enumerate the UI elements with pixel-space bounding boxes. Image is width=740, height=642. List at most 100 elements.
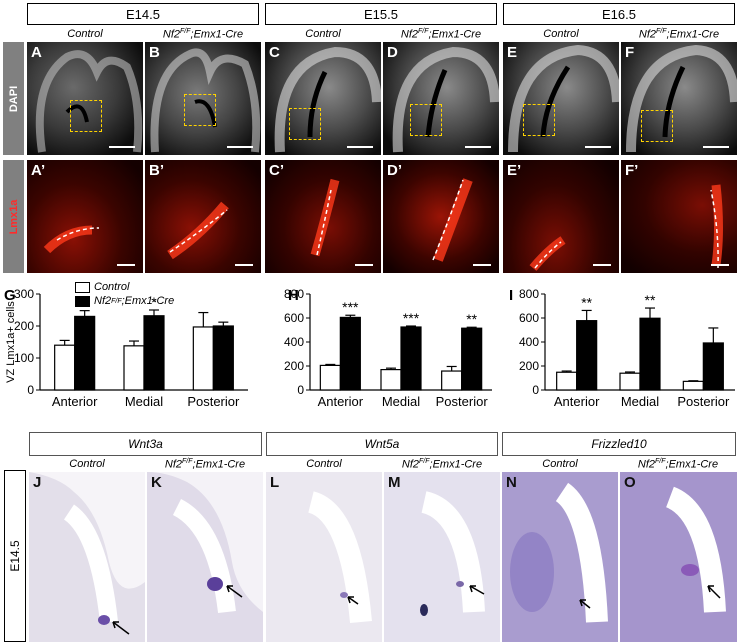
brain-section-c (274, 46, 381, 153)
roi-box-a (70, 100, 102, 132)
panel-label-b: B (149, 44, 160, 61)
panel-k-insitu: K (147, 472, 263, 642)
lmx1a-stain-c-prime (310, 178, 340, 257)
lmx1a-stain-f-prime (710, 184, 723, 269)
bar-i-medial-mutant (639, 317, 661, 391)
legend-item-mutant: Nf2 F/F ;Emx1-Cre (75, 294, 174, 308)
x-tick-label-h-anterior: Anterior (318, 394, 364, 409)
y-tick-label-i-0: 0 (532, 383, 539, 397)
y-tick-label-h-200: 200 (284, 359, 304, 373)
panel-e-prime-lmx1a: E’ (503, 160, 619, 273)
panel-e-dapi: E (503, 42, 619, 155)
condition-control-6: Control (542, 458, 578, 470)
brain-section-f (626, 44, 737, 153)
significance-h-anterior: *** (342, 299, 359, 315)
panel-label-b-prime: B’ (149, 162, 164, 179)
panel-a-dapi: A (27, 42, 143, 155)
bar-h-posterior-mutant (461, 327, 483, 391)
condition-mutant-1: Nf2F/F;Emx1-Cre (162, 28, 244, 41)
panel-f-prime-lmx1a: F’ (621, 160, 737, 273)
scale-bar-e (585, 146, 611, 148)
x-tick-label-i-posterior: Posterior (677, 394, 730, 409)
significance-g-anterior: * (82, 295, 88, 311)
roi-box-d (410, 104, 442, 136)
brain-section-a (35, 50, 143, 153)
panel-label-d-prime: D’ (387, 162, 402, 179)
significance-i-anterior: ** (581, 294, 592, 310)
panel-label-c-prime: C’ (269, 162, 284, 179)
panel-j-insitu: J (29, 472, 145, 642)
scale-bar-c (347, 146, 373, 148)
age-header-e14-5: E14.5 (27, 3, 259, 25)
panel-label-e: E (507, 44, 518, 61)
legend-swatch-mutant (75, 295, 90, 307)
bar-g-posterior-mutant (212, 325, 234, 391)
x-tick-label-g-posterior: Posterior (187, 394, 240, 409)
scale-bar-d-prime (473, 264, 491, 266)
x-tick-label-h-medial: Medial (382, 394, 420, 409)
panel-c-dapi: C (265, 42, 381, 155)
panel-label-o: O (624, 474, 636, 491)
condition-mutant-5: Nf2F/F;Emx1-Cre (401, 458, 483, 471)
lmx1a-stain-e-prime (529, 236, 566, 271)
y-tick-label-i-200: 200 (519, 359, 539, 373)
panel-o-insitu: O (620, 472, 737, 642)
brain-section-b (150, 48, 261, 153)
age-header-e16-5: E16.5 (503, 3, 735, 25)
y-tick-label-i-400: 400 (519, 335, 539, 349)
panel-n-insitu: N (502, 472, 618, 642)
panel-label-j: J (33, 474, 42, 491)
significance-h-posterior: ** (466, 311, 477, 327)
roi-box-e (523, 104, 555, 136)
panel-d-prime-lmx1a: D’ (383, 160, 499, 273)
x-tick-label-i-medial: Medial (621, 394, 659, 409)
y-tick-label-g-200: 200 (14, 319, 34, 333)
panel-a-prime-lmx1a: A’ (27, 160, 143, 273)
y-tick-label-h-600: 600 (284, 311, 304, 325)
panel-m-insitu: M (384, 472, 500, 642)
panel-label-a: A (31, 44, 42, 61)
gene-header-wnt3a: Wnt3a (29, 432, 262, 456)
brain-section-e (508, 44, 619, 153)
insitu-section-o (620, 472, 737, 642)
graph-label-h: H (288, 287, 299, 304)
x-tick-label-h-posterior: Posterior (436, 394, 489, 409)
panel-label-l: L (270, 474, 280, 491)
roi-box-f (641, 110, 673, 142)
condition-mutant-2: Nf2F/F;Emx1-Cre (400, 28, 482, 41)
gene-header-frizzled10: Frizzled10 (502, 432, 736, 456)
bar-h-posterior-control (441, 370, 463, 391)
bar-i-anterior-mutant (576, 320, 598, 391)
roi-box-b (184, 94, 216, 126)
condition-mutant-4: Nf2F/F;Emx1-Cre (164, 458, 246, 471)
age-header-e15-5: E15.5 (265, 3, 497, 25)
condition-control-2: Control (305, 28, 341, 40)
graph-label-g: G (4, 287, 16, 304)
lmx1a-stain-d-prime (432, 178, 473, 262)
roi-box-c (289, 108, 321, 140)
scale-bar-b-prime (235, 264, 253, 266)
panel-label-c: C (269, 44, 280, 61)
significance-g-medial: * (151, 294, 157, 310)
y-tick-label-i-600: 600 (519, 311, 539, 325)
condition-control-4: Control (69, 458, 105, 470)
significance-h-medial: *** (403, 310, 420, 326)
panel-label-f-prime: F’ (625, 162, 639, 179)
y-tick-label-g-0: 0 (27, 383, 34, 397)
panel-b-prime-lmx1a: B’ (145, 160, 261, 273)
insitu-section-k (147, 472, 263, 642)
y-tick-label-h-0: 0 (297, 383, 304, 397)
bar-g-posterior-control (192, 326, 214, 391)
y-tick-label-h-800: 800 (284, 287, 304, 301)
bar-i-posterior-control (682, 380, 704, 391)
scale-bar-e-prime (593, 264, 611, 266)
insitu-section-l (266, 472, 382, 642)
insitu-section-m (384, 472, 500, 642)
condition-mutant-3: Nf2F/F;Emx1-Cre (638, 28, 720, 41)
bar-g-anterior-control (54, 344, 76, 391)
panel-label-e-prime: E’ (507, 162, 522, 179)
legend: Control Nf2 F/F ;Emx1-Cre (75, 280, 174, 308)
bar-g-medial-control (123, 345, 145, 391)
y-tick-label-i-800: 800 (519, 287, 539, 301)
bar-h-anterior-control (319, 364, 341, 391)
